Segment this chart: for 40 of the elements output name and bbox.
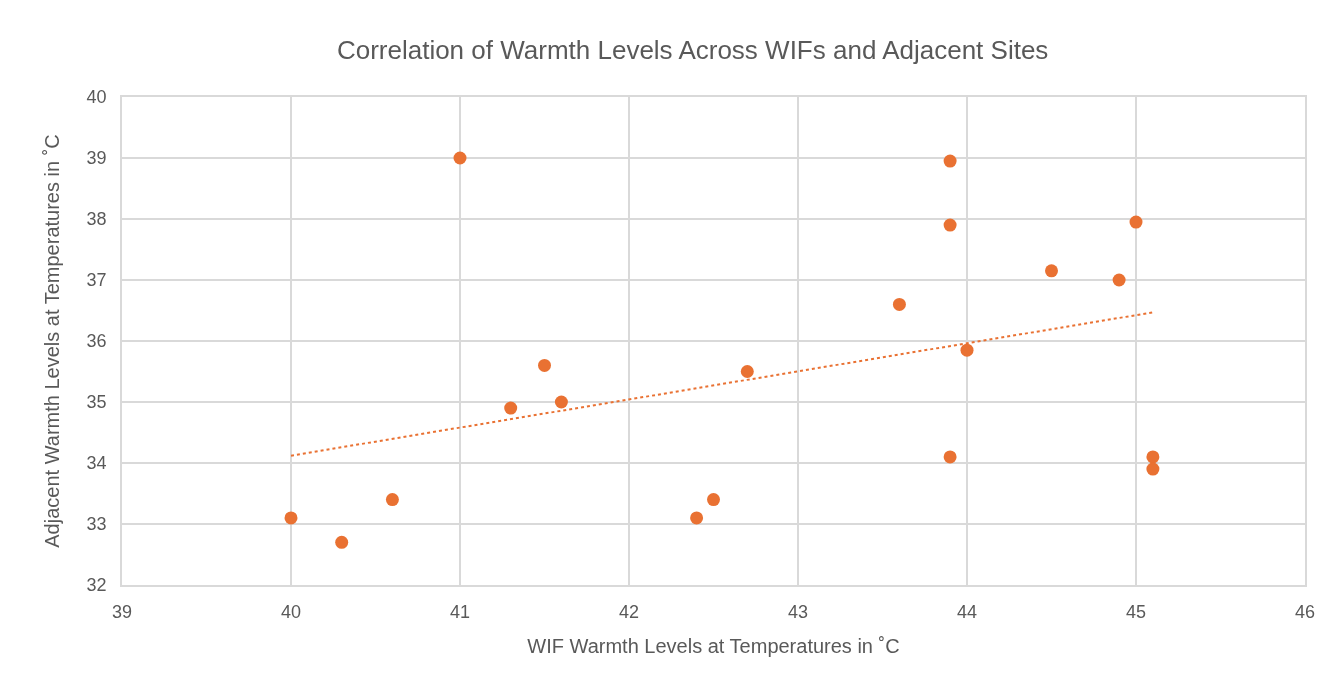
x-tick-label: 46 [1294,602,1316,623]
point [943,154,957,168]
point [960,343,974,357]
point [892,297,906,311]
point [1146,450,1160,464]
point [1146,462,1160,476]
y-axis-title: Adjacent Warmth Levels at Temperatures in ˚C [40,134,63,548]
y-tick-label: 39 [86,148,107,169]
point [554,395,568,409]
y-tick-label: 34 [86,453,107,474]
x-tick-label: 41 [449,602,471,623]
point [1045,264,1058,278]
point [707,493,720,507]
x-tick-label: 44 [956,602,978,623]
x-tick-label: 40 [280,602,302,623]
point [538,358,551,372]
point [284,511,298,525]
point [385,493,399,507]
x-tick-label: 39 [111,602,133,623]
y-tick-label: 33 [86,514,107,535]
point [943,450,957,464]
y-tick-label: 37 [86,270,107,291]
point [690,511,704,525]
x-axis-title: WIF Warmth Levels at Temperatures in ˚C [527,635,900,658]
y-tick-label: 36 [86,331,107,352]
point [335,535,349,549]
x-tick-label: 43 [787,602,809,623]
y-tick-label: 40 [86,87,107,108]
x-tick-label: 45 [1125,602,1147,623]
point [740,365,754,378]
x-tick-label: 42 [618,602,640,623]
y-tick-label: 38 [86,209,107,230]
point [504,401,518,415]
point [943,218,957,232]
point [1129,215,1143,229]
y-tick-label: 35 [86,392,107,413]
chart-title: Correlation of Warmth Levels Across WIFs and Adjacent Sites [336,35,1049,66]
y-tick-label: 32 [86,575,107,596]
point [453,151,467,165]
point [1112,273,1126,287]
